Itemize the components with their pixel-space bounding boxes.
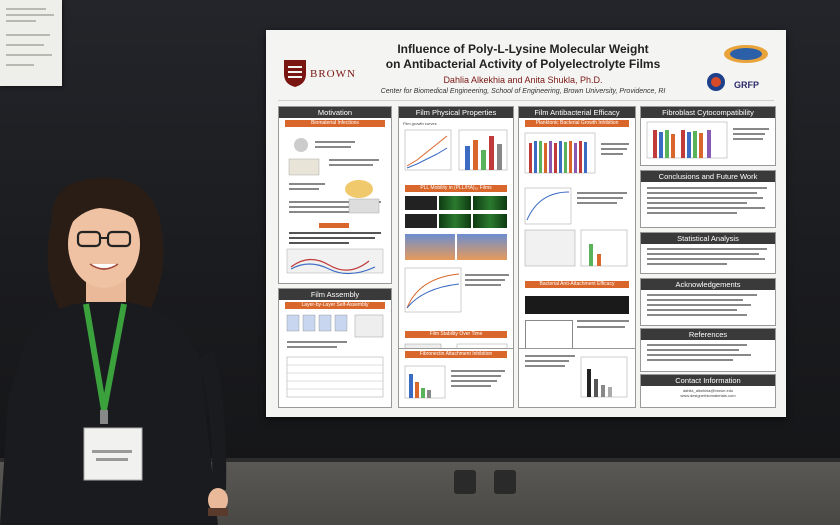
contact-panel: Contact Information dahlia_alkekhia@brow… <box>640 374 776 408</box>
poster-authors: Dahlia Alkekhia and Anita Shukla, Ph.D. <box>443 75 603 85</box>
motivation-subheading: Biomaterial Infections <box>285 120 385 127</box>
fibroblast-panel: Fibroblast Cytocompatibility <box>640 106 776 166</box>
contact-email: dahlia_alkekhia@brown.edu <box>682 388 734 393</box>
references-panel: References <box>640 328 776 372</box>
wall-note <box>0 0 62 86</box>
pll-mobility-heading: PLL Mobility in (PLL/HA)₁₀ Films <box>405 185 507 192</box>
sponsor-logo-text: GRFP <box>734 80 760 90</box>
acknowledgements-text-lines <box>647 294 757 316</box>
fibroblast-chart <box>646 121 769 159</box>
release-figure <box>524 187 628 267</box>
motivation-heading: Motivation <box>279 107 391 118</box>
planktonic-chart <box>524 132 629 174</box>
conclusions-panel: Conclusions and Future Work <box>640 170 776 228</box>
planktonic-heading: Planktonic Bacterial Growth Inhibition <box>525 120 629 127</box>
acknowledgements-panel: Acknowledgements <box>640 278 776 326</box>
film-growth-label: Film growth curves <box>403 121 437 126</box>
contact-website: www.designerbiomaterials.com <box>680 393 736 398</box>
conclusions-text-lines <box>647 187 767 214</box>
references-heading: References <box>641 329 775 340</box>
film-physical-heading: Film Physical Properties <box>399 107 513 118</box>
fibronectin-chart <box>404 365 505 399</box>
film-assembly-figure <box>286 314 384 398</box>
film-stability-heading: Film Stability Over Time <box>405 331 507 338</box>
fibroblast-heading: Fibroblast Cytocompatibility <box>641 107 775 118</box>
acknowledgements-heading: Acknowledgements <box>641 279 775 290</box>
references-text-lines <box>647 344 751 361</box>
background-person-feet <box>454 470 516 494</box>
poster-title-line2: on Antibacterial Activity of Polyelectro… <box>385 57 661 71</box>
motivation-panel: Motivation Biomaterial Infections <box>278 106 392 284</box>
brown-shield-icon <box>284 60 306 87</box>
poster-header: BROWN Influence of Poly-L-Lysine Molecul… <box>278 38 774 101</box>
fibronectin-heading: Fibronectin Attachment Inhibition <box>405 351 507 358</box>
pll-mobility-images <box>399 194 513 264</box>
floor-edge <box>0 458 840 464</box>
anti-attachment-heading: Bacterial Anti-Attachment Efficacy <box>525 281 629 288</box>
frap-chart <box>404 267 509 313</box>
statistical-heading: Statistical Analysis <box>641 233 775 244</box>
contact-heading: Contact Information <box>641 375 775 386</box>
statistical-panel: Statistical Analysis <box>640 232 776 274</box>
motivation-figure <box>286 138 384 275</box>
attachment-chart <box>525 355 628 398</box>
sponsor-logos <box>707 45 768 91</box>
university-logo-text: BROWN <box>310 68 356 80</box>
poster-affiliation: Center for Biomedical Engineering, Schoo… <box>380 88 666 95</box>
research-poster: BROWN Influence of Poly-L-Lysine Molecul… <box>266 30 786 417</box>
attachment-panel <box>518 348 636 408</box>
statistical-text-lines <box>647 248 767 265</box>
presenter-person <box>0 177 228 525</box>
film-assembly-heading: Film Assembly <box>279 289 391 300</box>
film-assembly-subheading: Layer-by-Layer Self-Assembly <box>285 302 385 309</box>
poster-title-line1: Influence of Poly-L-Lysine Molecular Wei… <box>397 42 649 56</box>
fibronectin-panel: Fibronectin Attachment Inhibition <box>398 348 514 408</box>
film-assembly-panel: Film Assembly Layer-by-Layer Self-Assemb… <box>278 288 392 408</box>
antibacterial-heading: Film Antibacterial Efficacy <box>519 107 635 118</box>
film-growth-chart <box>404 129 508 171</box>
conclusions-heading: Conclusions and Future Work <box>641 171 775 182</box>
